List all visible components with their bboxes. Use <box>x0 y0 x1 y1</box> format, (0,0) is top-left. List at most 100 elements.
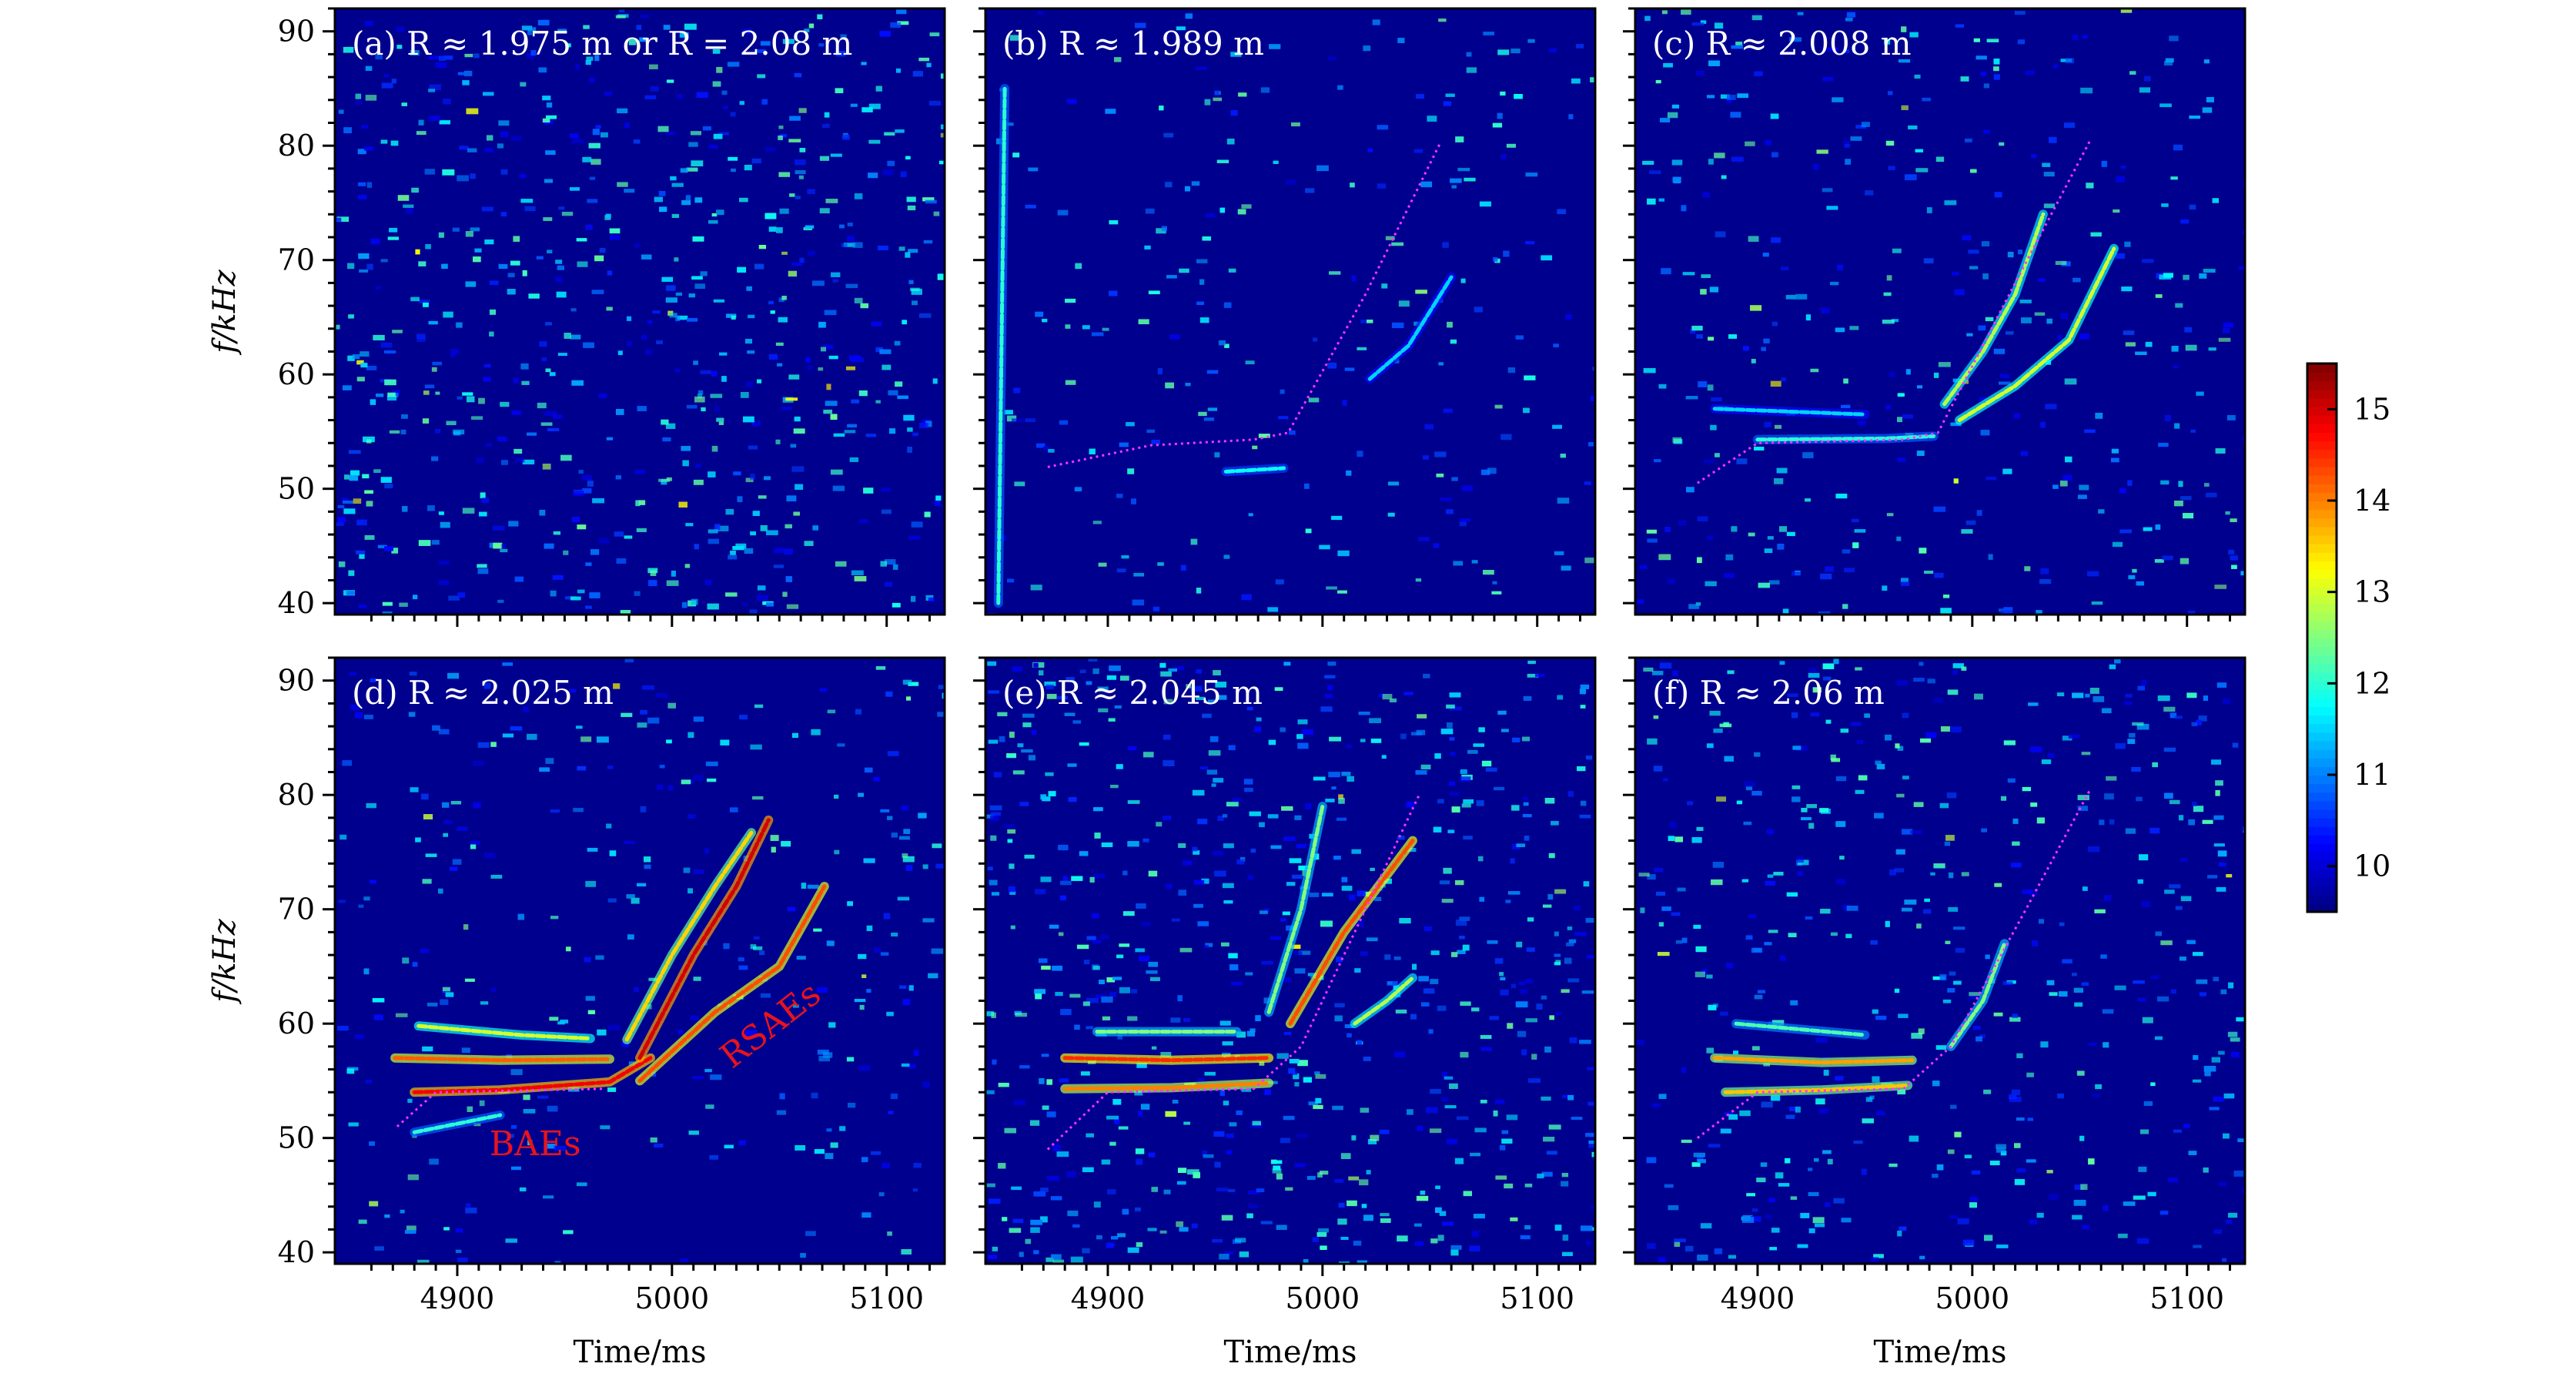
noise-speckle <box>473 1123 481 1127</box>
noise-speckle <box>505 1238 517 1243</box>
noise-speckle <box>1579 1040 1591 1044</box>
noise-speckle <box>591 290 604 294</box>
noise-speckle <box>776 227 783 233</box>
noise-speckle <box>713 133 723 139</box>
noise-speckle <box>1994 883 2002 887</box>
noise-speckle <box>1346 470 1352 476</box>
noise-speckle <box>624 535 633 539</box>
noise-speckle <box>1768 1198 1775 1202</box>
noise-speckle <box>657 126 669 132</box>
noise-speckle <box>479 1100 485 1107</box>
noise-speckle <box>711 445 718 452</box>
noise-speckle <box>1869 1095 1875 1100</box>
noise-speckle <box>543 217 553 221</box>
noise-speckle <box>1391 322 1404 329</box>
noise-speckle <box>1808 1228 1815 1234</box>
noise-speckle <box>1321 893 1333 897</box>
noise-speckle <box>748 314 755 319</box>
noise-speckle <box>617 350 623 356</box>
noise-speckle <box>908 280 914 284</box>
noise-speckle <box>858 390 868 397</box>
noise-speckle <box>1825 1202 1831 1208</box>
noise-speckle <box>1348 1176 1360 1181</box>
noise-speckle <box>785 397 798 401</box>
noise-speckle <box>791 262 803 266</box>
noise-speckle <box>1198 411 1207 417</box>
noise-speckle <box>691 276 703 280</box>
noise-speckle <box>825 400 838 407</box>
noise-speckle <box>938 273 945 280</box>
noise-speckle <box>1648 170 1661 175</box>
noise-speckle <box>581 487 592 494</box>
noise-speckle <box>1045 772 1054 776</box>
noise-speckle <box>799 257 805 263</box>
noise-speckle <box>2213 977 2220 982</box>
noise-speckle <box>418 540 431 546</box>
noise-speckle <box>758 495 767 499</box>
noise-speckle <box>640 806 647 812</box>
noise-speckle <box>2117 1233 2128 1238</box>
noise-speckle <box>1830 281 1839 286</box>
noise-speckle <box>384 379 396 386</box>
noise-speckle <box>1913 802 1924 807</box>
noise-speckle <box>1427 116 1437 122</box>
noise-speckle <box>1910 829 1923 834</box>
noise-speckle <box>2215 448 2226 454</box>
noise-speckle <box>425 853 437 857</box>
noise-speckle <box>537 1095 549 1099</box>
noise-speckle <box>1430 1089 1441 1094</box>
noise-speckle <box>2228 982 2234 989</box>
noise-speckle <box>1583 881 1590 887</box>
noise-speckle <box>2114 985 2126 990</box>
noise-speckle <box>1439 1211 1447 1216</box>
noise-speckle <box>607 766 614 769</box>
noise-speckle <box>2155 524 2161 530</box>
colorbar-segment <box>2307 809 2337 819</box>
noise-speckle <box>1119 943 1130 947</box>
noise-speckle <box>1875 760 1882 766</box>
noise-speckle <box>1800 1212 1810 1218</box>
noise-speckle <box>1239 856 1246 862</box>
noise-speckle <box>891 833 898 838</box>
noise-speckle <box>428 320 438 325</box>
noise-speckle <box>898 246 905 251</box>
noise-speckle <box>908 985 914 991</box>
noise-speckle <box>1241 1088 1252 1092</box>
noise-speckle <box>1397 1235 1408 1242</box>
colorbar-segment <box>2307 578 2337 588</box>
noise-speckle <box>694 544 699 550</box>
noise-speckle <box>1954 289 1965 296</box>
guide-line <box>1697 139 2092 484</box>
noise-speckle <box>2115 742 2126 749</box>
noise-speckle <box>661 419 669 425</box>
noise-speckle <box>1244 787 1253 792</box>
noise-speckle <box>992 1246 998 1251</box>
panel-frame <box>1634 656 2246 1265</box>
noise-speckle <box>2081 982 2089 987</box>
colorbar-segment <box>2307 638 2337 648</box>
noise-speckle <box>911 521 923 528</box>
noise-speckle <box>441 802 450 808</box>
noise-speckle <box>1448 781 1456 786</box>
noise-speckle <box>1806 804 1818 809</box>
noise-speckle <box>2012 818 2019 824</box>
noise-speckle <box>2178 481 2183 487</box>
noise-speckle <box>443 311 453 318</box>
noise-speckle <box>1048 448 1055 453</box>
noise-speckle <box>1480 469 1490 475</box>
noise-speckle <box>733 471 741 476</box>
y-tick-label: 90 <box>278 15 315 49</box>
noise-speckle <box>643 856 651 863</box>
noise-speckle <box>1050 1196 1062 1201</box>
noise-speckle <box>2164 414 2172 421</box>
noise-speckle <box>847 1102 856 1108</box>
noise-speckle <box>1038 958 1048 963</box>
noise-speckle <box>1176 1221 1184 1228</box>
noise-speckle <box>457 592 466 598</box>
noise-speckle <box>1346 744 1352 749</box>
noise-speckle <box>483 853 496 859</box>
noise-speckle <box>1776 467 1788 474</box>
noise-speckle <box>1785 1114 1795 1119</box>
colorbar-segment <box>2307 560 2337 570</box>
noise-speckle <box>738 957 744 962</box>
